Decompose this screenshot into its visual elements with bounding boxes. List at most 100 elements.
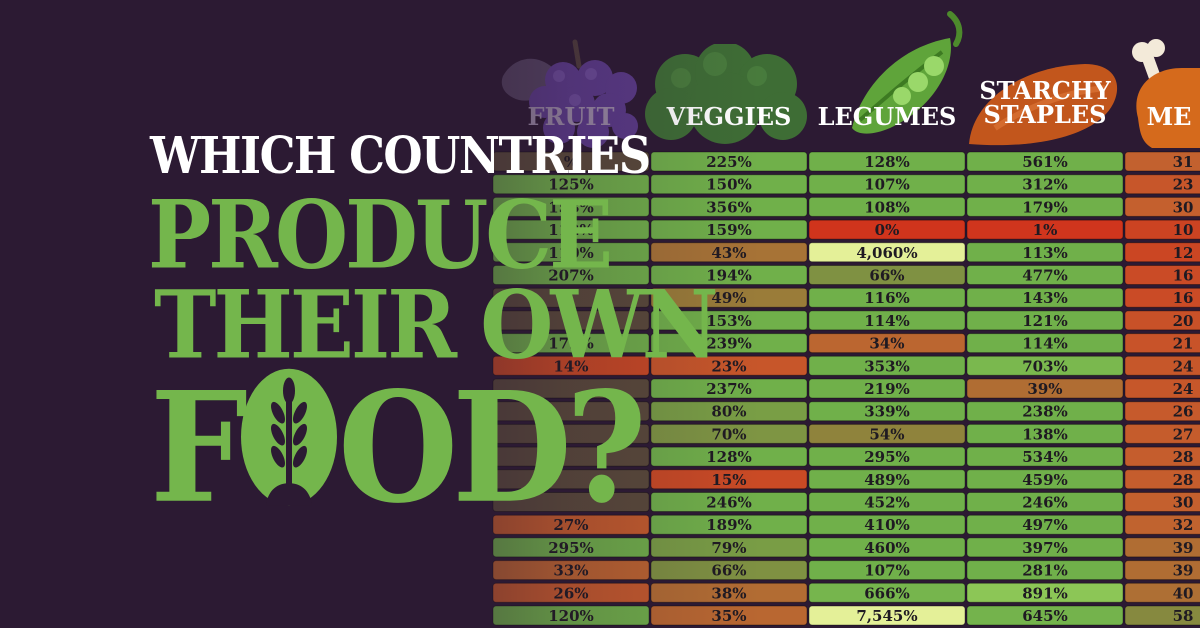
- cell-value-r16-c3: 497%: [1022, 516, 1068, 534]
- cell-bg-r16-c3: [966, 514, 1124, 535]
- cell-value-r15-c4: 30: [1173, 494, 1194, 512]
- cell-value-r13-c1: 128%: [706, 448, 752, 466]
- cell-value-r14-c1: 15%: [711, 471, 746, 489]
- cell-value-r18-c1: 66%: [711, 562, 746, 580]
- cell-bg-r4-c4: [1124, 242, 1200, 263]
- cell-bg-r9-c4: [1124, 355, 1200, 376]
- cell-value-r18-c3: 281%: [1022, 562, 1068, 580]
- cell-bg-r18-c4: [1124, 560, 1200, 581]
- cell-value-r1-c1: 150%: [706, 176, 752, 194]
- column-header-2: LEGUMES: [818, 102, 957, 131]
- cell-value-r3-c1: 159%: [706, 221, 752, 239]
- cell-bg-r9-c2: [808, 355, 966, 376]
- meat-drumstick-icon: [1132, 39, 1200, 148]
- cell-bg-r6-c2: [808, 287, 966, 308]
- cell-value-r4-c1: 43%: [711, 244, 746, 262]
- cell-value-r9-c4: 24: [1173, 357, 1194, 375]
- cell-value-r3-c3: 1%: [1033, 221, 1058, 239]
- cell-value-r4-c2: 4,060%: [856, 244, 917, 262]
- cell-bg-r2-c4: [1124, 196, 1200, 217]
- cell-value-r16-c1: 189%: [706, 516, 752, 534]
- cell-value-r10-c2: 219%: [864, 380, 910, 398]
- cell-value-r12-c4: 27: [1173, 425, 1194, 443]
- cell-value-r7-c4: 20: [1173, 312, 1194, 330]
- cell-value-r0-c4: 31: [1173, 153, 1194, 171]
- cell-value-r11-c3: 238%: [1022, 403, 1068, 421]
- cell-bg-r5-c3: [966, 265, 1124, 285]
- cell-bg-r19-c2: [808, 582, 966, 603]
- cell-bg-r18-c2: [808, 560, 966, 581]
- cell-bg-r14-c4: [1124, 469, 1200, 490]
- cell-value-r8-c3: 114%: [1022, 335, 1068, 353]
- cell-value-r18-c4: 39: [1173, 562, 1194, 580]
- cell-bg-r12-c2: [808, 423, 966, 444]
- cell-value-r19-c1: 38%: [711, 584, 746, 602]
- cell-value-r2-c4: 30: [1173, 198, 1194, 216]
- cell-value-r17-c0: 295%: [548, 539, 594, 557]
- cell-value-r11-c4: 26: [1173, 403, 1194, 421]
- cell-bg-r9-c3: [966, 355, 1124, 376]
- cell-value-r8-c4: 21: [1173, 335, 1194, 353]
- cell-bg-r13-c4: [1124, 446, 1200, 467]
- cell-value-r15-c2: 452%: [864, 494, 910, 512]
- cell-bg-r1-c3: [966, 174, 1124, 195]
- cell-value-r6-c4: 16: [1173, 289, 1194, 307]
- cell-value-r20-c3: 645%: [1022, 607, 1068, 625]
- cell-value-r1-c2: 107%: [864, 176, 910, 194]
- title-line-1: WHICH COUNTRIES: [150, 126, 651, 186]
- cell-bg-r17-c2: [808, 537, 966, 558]
- cell-bg-r10-c4: [1124, 378, 1200, 399]
- cell-bg-r0-c3: [966, 151, 1124, 172]
- title-line-4-prefix: F: [150, 357, 248, 537]
- cell-value-r20-c2: 7,545%: [856, 607, 917, 625]
- cell-value-r15-c1: 246%: [706, 494, 752, 512]
- cell-bg-r6-c4: [1124, 287, 1200, 308]
- cell-bg-r4-c3: [966, 242, 1124, 263]
- cell-value-r2-c3: 179%: [1022, 198, 1068, 216]
- cell-bg-r4-c2: [808, 242, 966, 263]
- cell-bg-r17-c3: [966, 537, 1124, 558]
- cell-value-r20-c4: 58: [1173, 607, 1194, 625]
- cell-bg-r20-c4: [1124, 605, 1200, 626]
- cell-bg-r14-c3: [966, 469, 1124, 490]
- title-line-4: F OD?: [150, 368, 647, 524]
- cell-value-r18-c0: 33%: [553, 562, 588, 580]
- cell-value-r11-c2: 339%: [864, 403, 910, 421]
- cell-bg-r8-c2: [808, 333, 966, 354]
- cell-bg-r11-c4: [1124, 401, 1200, 422]
- title-line-4-suffix: OD?: [337, 357, 647, 537]
- cell-bg-r20-c3: [966, 605, 1124, 626]
- cell-bg-r8-c4: [1124, 333, 1200, 354]
- cell-bg-r5-c2: [808, 265, 966, 285]
- sweet-potato-icon: [969, 64, 1118, 146]
- cell-bg-r20-c2: [808, 605, 966, 626]
- cell-value-r6-c1: 49%: [711, 289, 746, 307]
- column-header-1: VEGGIES: [666, 102, 792, 131]
- cell-bg-r5-c4: [1124, 265, 1200, 285]
- cell-value-r4-c3: 113%: [1022, 244, 1068, 262]
- cell-value-r1-c3: 312%: [1022, 176, 1068, 194]
- cell-value-r2-c2: 108%: [864, 198, 910, 216]
- wheat-icon: [240, 368, 337, 506]
- cell-value-r17-c1: 79%: [711, 539, 746, 557]
- cell-value-r11-c1: 80%: [711, 403, 746, 421]
- cell-value-r7-c3: 121%: [1022, 312, 1068, 330]
- peapod-icon: [852, 11, 963, 134]
- cell-bg-r2-c2: [808, 196, 966, 217]
- cell-value-r8-c2: 34%: [869, 335, 904, 353]
- cell-bg-r15-c4: [1124, 492, 1200, 512]
- cell-value-r17-c4: 39: [1173, 539, 1194, 557]
- cell-value-r14-c2: 489%: [864, 471, 910, 489]
- cell-bg-r0-c4: [1124, 151, 1200, 172]
- cell-bg-r14-c2: [808, 469, 966, 490]
- cell-value-r19-c4: 40: [1173, 584, 1194, 602]
- cell-bg-r18-c3: [966, 560, 1124, 581]
- cell-bg-r13-c3: [966, 446, 1124, 467]
- column-header-4: ME: [1147, 102, 1192, 131]
- cell-value-r3-c4: 10: [1173, 221, 1194, 239]
- cell-value-r4-c4: 12: [1173, 244, 1194, 262]
- cell-value-r6-c2: 116%: [864, 289, 910, 307]
- cell-value-r19-c0: 26%: [553, 584, 588, 602]
- cell-value-r10-c1: 237%: [706, 380, 752, 398]
